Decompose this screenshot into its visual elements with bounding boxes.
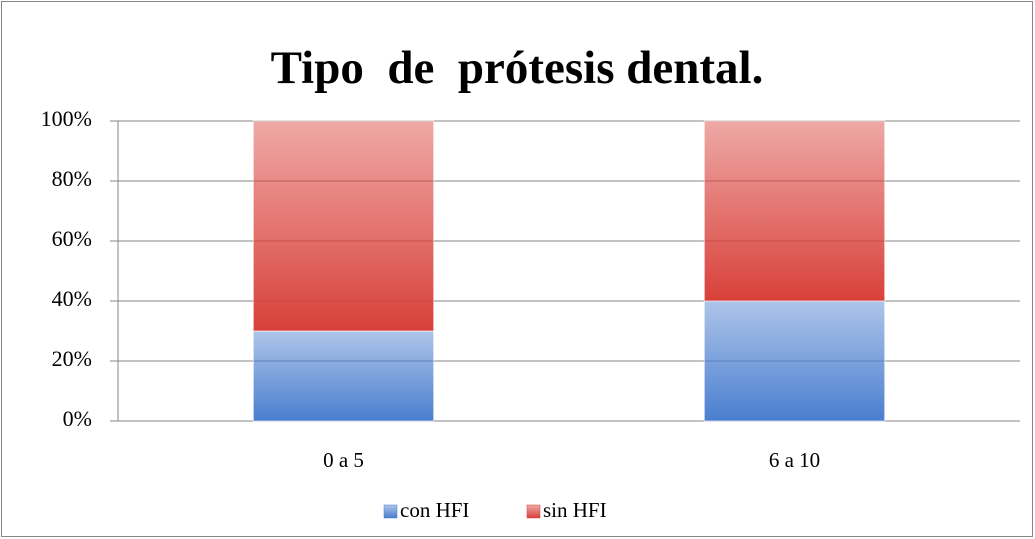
y-tick-label: 40%	[52, 286, 92, 311]
legend-label: con HFI	[400, 498, 469, 522]
y-tick-label: 80%	[52, 166, 92, 191]
bar-segment	[252, 330, 435, 422]
chart-title: Tipo de prótesis dental.	[271, 42, 764, 94]
y-tick-label: 100%	[41, 106, 92, 131]
legend-swatch	[383, 504, 398, 519]
legend-swatch	[526, 504, 541, 519]
x-tick-label: 0 a 5	[323, 448, 364, 472]
bar-segment	[703, 300, 886, 422]
y-tick-label: 0%	[63, 406, 92, 431]
bar-segment	[252, 120, 435, 332]
x-tick-label: 6 a 10	[769, 448, 820, 472]
legend-label: sin HFI	[543, 498, 607, 522]
y-tick-label: 20%	[52, 346, 92, 371]
bar-segment	[703, 120, 886, 302]
y-tick-label: 60%	[52, 226, 92, 251]
